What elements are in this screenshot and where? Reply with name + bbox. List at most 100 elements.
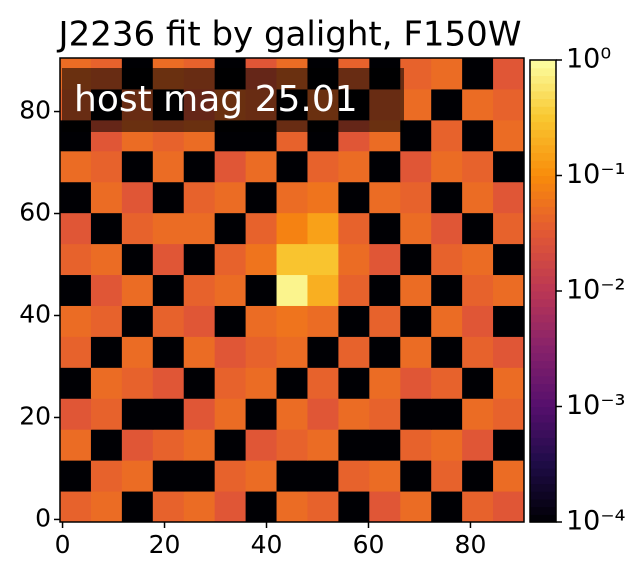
pixel — [400, 212, 432, 245]
pixel — [121, 212, 154, 245]
colorbar-tick-label: 10⁰ — [566, 44, 611, 75]
colorbar-step — [530, 391, 556, 400]
pixel — [276, 181, 308, 214]
pixel — [369, 429, 401, 461]
pixel — [400, 150, 432, 183]
pixel — [276, 274, 308, 306]
pixel — [183, 398, 216, 430]
pixel — [214, 460, 247, 492]
pixel — [121, 367, 154, 399]
pixel — [400, 491, 432, 523]
pixel — [60, 460, 92, 492]
x-tick-label: 0 — [55, 530, 71, 559]
pixel — [307, 460, 339, 492]
pixel — [369, 212, 401, 245]
colorbar-step — [530, 406, 556, 415]
pixel — [214, 398, 247, 430]
pixel — [245, 181, 278, 214]
colorbar-step — [530, 283, 556, 292]
pixel — [152, 305, 185, 337]
pixel — [276, 367, 308, 399]
colorbar-step — [530, 167, 556, 177]
colorbar-step — [530, 352, 556, 361]
x-tick-label: 20 — [149, 530, 181, 559]
pixel — [307, 336, 339, 368]
pixel — [60, 336, 92, 368]
pixel — [369, 181, 401, 214]
pixel — [493, 398, 525, 430]
pixel — [183, 367, 216, 399]
pixel — [245, 367, 278, 399]
pixel — [493, 367, 525, 399]
pixel — [183, 491, 216, 523]
colorbar-tick-label: 10⁻⁴ — [566, 506, 625, 537]
colorbar-step — [530, 306, 556, 315]
colorbar-step — [530, 344, 556, 354]
image — [60, 58, 525, 523]
colorbar-step — [530, 267, 556, 277]
pixel — [462, 88, 494, 121]
colorbar-step — [530, 160, 556, 169]
pixel — [90, 491, 123, 523]
pixel — [338, 243, 370, 276]
pixel — [214, 429, 247, 461]
pixel — [431, 305, 463, 337]
pixel — [183, 150, 216, 183]
pixel — [183, 460, 216, 492]
pixel — [121, 429, 154, 461]
colorbar-step — [530, 506, 556, 515]
pixel — [152, 181, 185, 214]
colorbar-step — [530, 121, 556, 130]
pixel — [245, 398, 278, 430]
x-tick-label: 40 — [251, 530, 283, 559]
pixel — [307, 243, 339, 276]
colorbar-step — [530, 137, 556, 146]
colorbar-step — [530, 275, 556, 284]
annotation-box — [62, 68, 404, 132]
pixel — [183, 274, 216, 306]
pixel — [121, 491, 154, 523]
colorbar-step — [530, 360, 556, 369]
colorbar-step — [530, 498, 556, 508]
pixel — [60, 212, 92, 245]
colorbar-step — [530, 206, 556, 215]
pixel — [462, 150, 494, 183]
pixel — [338, 181, 370, 214]
pixel — [276, 212, 308, 245]
colorbar-step — [530, 214, 556, 223]
pixel — [307, 274, 339, 306]
colorbar-step — [530, 337, 556, 346]
pixel — [214, 336, 247, 368]
pixel — [152, 460, 185, 492]
colorbar-step — [530, 375, 556, 384]
pixel — [493, 429, 525, 461]
colorbar-tick-label: 10⁻² — [566, 275, 625, 306]
colorbar-step — [530, 429, 556, 438]
colorbar-step — [530, 260, 556, 269]
pixel — [276, 243, 308, 276]
pixel — [90, 367, 123, 399]
colorbar-step — [530, 475, 556, 485]
pixel — [493, 181, 525, 214]
pixel — [431, 336, 463, 368]
pixel — [245, 243, 278, 276]
pixel — [493, 460, 525, 492]
y-tick-label: 20 — [19, 401, 51, 430]
colorbar-step — [530, 144, 556, 153]
pixel — [60, 150, 92, 183]
pixel — [60, 274, 92, 306]
pixel — [183, 336, 216, 368]
pixel — [431, 274, 463, 306]
pixel — [493, 58, 525, 90]
pixel — [90, 243, 123, 276]
pixel — [338, 274, 370, 306]
pixel — [245, 491, 278, 523]
pixel — [338, 429, 370, 461]
pixel — [60, 243, 92, 276]
pixel — [245, 212, 278, 245]
pixel — [369, 305, 401, 337]
pixel — [493, 491, 525, 523]
colorbar-step — [530, 244, 556, 254]
pixel — [121, 336, 154, 368]
